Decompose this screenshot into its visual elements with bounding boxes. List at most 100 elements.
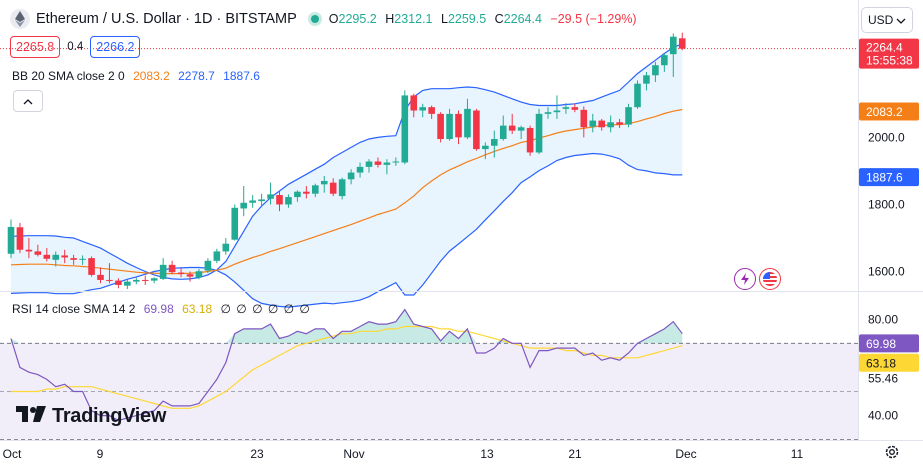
candle — [571, 103, 579, 113]
candle-body — [508, 125, 516, 131]
candle-body — [562, 107, 570, 109]
candle — [356, 162, 364, 178]
price-tick-label: 1800.0 — [868, 197, 905, 211]
buy-button[interactable]: 2266.2 — [90, 36, 141, 58]
us-flag-icon[interactable] — [759, 268, 781, 290]
candle — [159, 258, 167, 280]
candle — [61, 249, 68, 264]
candle-body — [267, 194, 274, 199]
chart-header: Ethereum / U.S. Dollar · 1D · BITSTAMP O… — [10, 9, 642, 29]
candle-body — [553, 110, 561, 113]
candle — [347, 169, 355, 185]
candle — [508, 113, 516, 134]
candle-body — [25, 249, 33, 252]
candle — [338, 177, 346, 200]
rsi-empty-values: ∅ ∅ ∅ ∅ ∅ ∅ — [220, 302, 311, 316]
time-tick-label: 21 — [568, 447, 582, 461]
settings-gear-icon[interactable] — [884, 444, 900, 465]
candle — [589, 113, 597, 133]
candle-body — [7, 226, 15, 254]
candle — [678, 32, 686, 51]
candle — [401, 90, 409, 165]
candle — [213, 248, 221, 264]
candle-body — [571, 107, 579, 110]
candle-body — [544, 112, 552, 114]
candle — [303, 186, 310, 199]
candle — [634, 80, 641, 109]
candle-body — [285, 197, 292, 205]
chevron-down-icon — [896, 13, 906, 27]
rsi-tick-label: 55.46 — [868, 371, 898, 385]
last-price-text: 2264.4 — [866, 41, 903, 55]
candle-body — [177, 272, 185, 274]
candle — [562, 103, 570, 114]
candle — [329, 178, 337, 197]
candle — [88, 256, 95, 277]
rsi-layer — [0, 308, 858, 441]
lightning-icon[interactable] — [734, 268, 756, 290]
candle-body — [106, 279, 113, 281]
candle-body — [428, 107, 435, 114]
candle-body — [61, 255, 68, 258]
candle — [52, 251, 60, 267]
candle — [222, 238, 230, 255]
rsi-tick-label: 40.00 — [868, 409, 898, 423]
candle — [267, 182, 274, 205]
candle-body — [249, 200, 256, 203]
bb-legend[interactable]: BB 20 SMA close 2 0 2083.2 2278.7 1887.6 — [12, 69, 260, 83]
symbol-title[interactable]: Ethereum / U.S. Dollar · 1D · BITSTAMP — [36, 11, 297, 27]
open-label: O — [328, 12, 339, 26]
candle-body — [159, 264, 167, 279]
tradingview-logo[interactable]: TradingView — [16, 405, 166, 428]
candle — [473, 108, 480, 151]
time-tick-label: 23 — [250, 447, 264, 461]
price-axis[interactable]: 1600.0 1800.0 2000.0 2264.415:55:38 2083.2 18… — [859, 38, 919, 423]
market-open-indicator — [310, 15, 319, 23]
candle — [79, 255, 86, 265]
candle — [598, 118, 605, 131]
currency-select[interactable]: USD — [861, 7, 913, 33]
close-label: C — [494, 12, 504, 26]
candle-body — [678, 38, 686, 49]
ohlc-values: O2295.2 H2312.1 L2259.5 C2264.4 −29.5 (−… — [329, 12, 642, 26]
candle-body — [625, 107, 632, 125]
rsi-legend[interactable]: RSI 14 close SMA 14 2 69.98 63.18 ∅ ∅ ∅ … — [12, 302, 311, 316]
collapse-legend-button[interactable] — [13, 90, 43, 112]
candle-body — [643, 75, 650, 84]
candle — [97, 267, 104, 284]
sell-button[interactable]: 2265.8 — [10, 36, 61, 58]
candle-body — [79, 258, 86, 260]
chevron-up-icon — [23, 92, 33, 110]
rsi-tag-bg — [859, 334, 919, 353]
candle — [285, 194, 292, 208]
rsi-legend-label: RSI 14 close SMA 14 2 — [12, 302, 136, 316]
candle-body — [365, 161, 373, 167]
bb-fill — [11, 43, 683, 308]
trade-panel: 2265.8 0.4 2266.2 — [10, 36, 141, 58]
candle — [294, 190, 301, 202]
candle — [437, 112, 444, 143]
candle — [16, 222, 24, 254]
candle — [312, 183, 319, 198]
bb-legend-label: BB 20 SMA close 2 0 — [12, 69, 125, 83]
candle-body — [141, 279, 149, 281]
candle-body — [661, 55, 668, 66]
time-tick-label: Oct — [3, 447, 22, 461]
candle — [249, 195, 256, 208]
rsi-sma-tag-bg — [859, 353, 919, 372]
candle-body — [446, 113, 453, 140]
candle-body — [97, 274, 104, 280]
candle — [276, 191, 283, 212]
candle-body — [383, 162, 391, 165]
rsi-tick-label: 80.00 — [868, 312, 898, 326]
candle — [43, 248, 51, 262]
time-axis[interactable]: Oct 9 23 Nov 13 21 Dec 11 — [3, 447, 804, 461]
candle-body — [607, 122, 614, 128]
candle — [643, 71, 650, 91]
candle-body — [303, 191, 310, 194]
candle-body — [240, 202, 247, 209]
rsi-sma-tag-text: 63.18 — [866, 356, 896, 370]
candle — [7, 219, 15, 259]
candle — [124, 279, 131, 289]
